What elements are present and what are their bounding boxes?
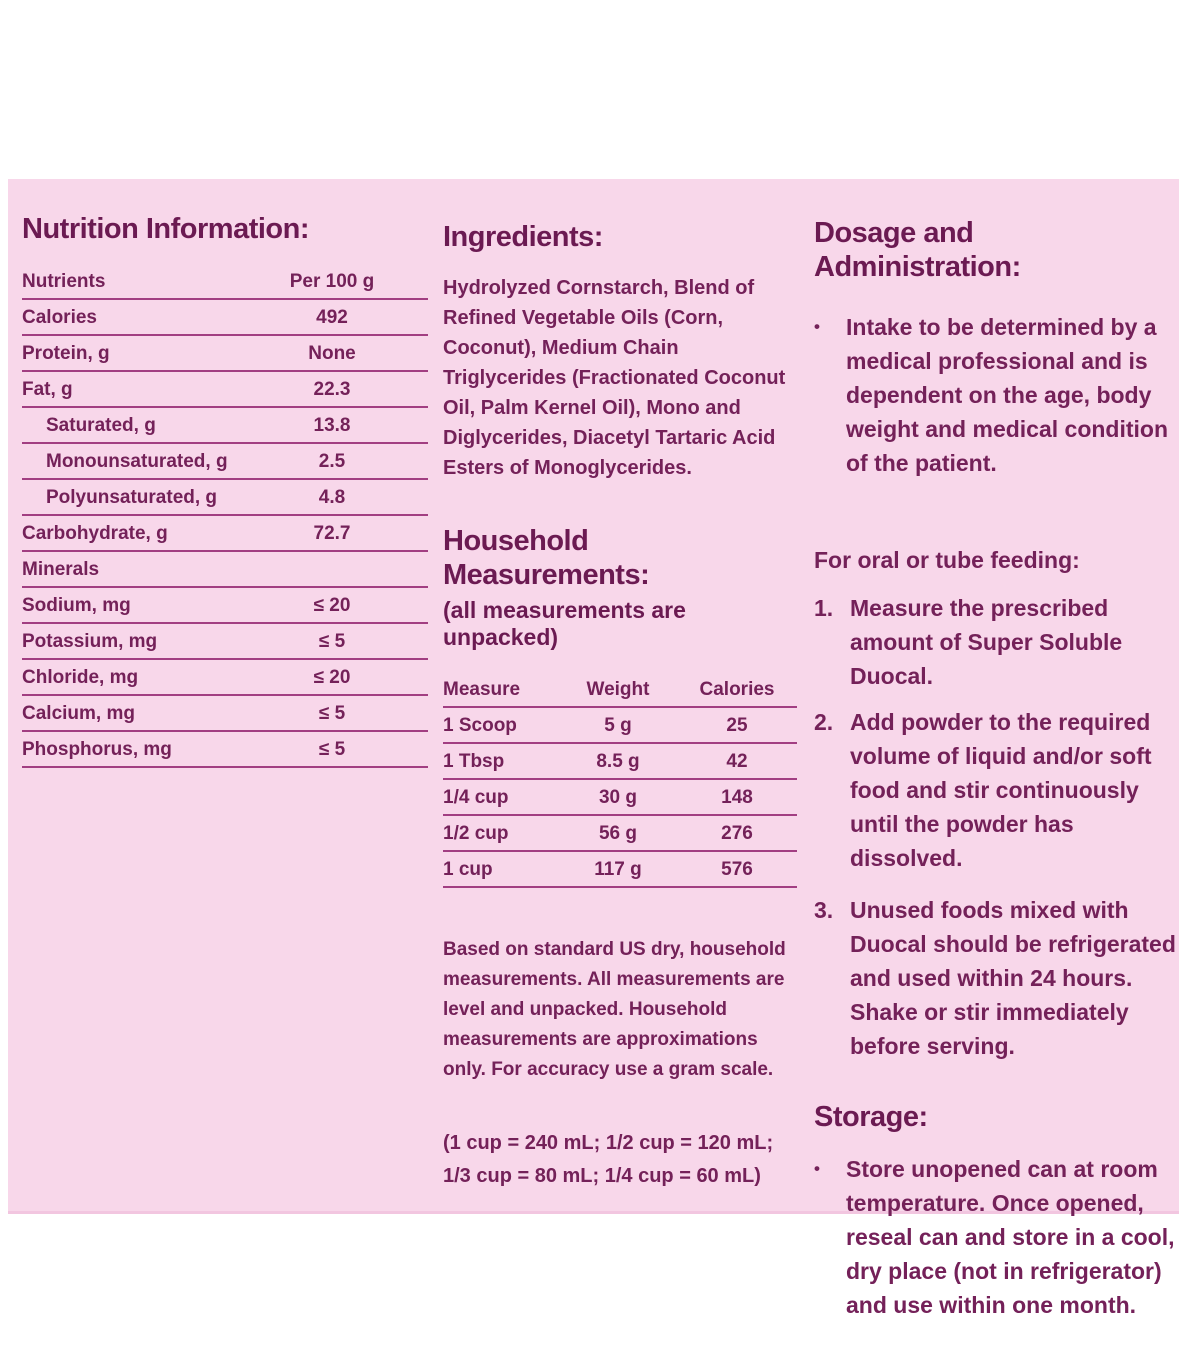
nutrient-value: ≤ 5	[318, 703, 346, 724]
table-row: Calcium, mg ≤ 5	[22, 696, 428, 732]
nutrient-value: 72.7	[313, 523, 351, 544]
step-number: 3.	[814, 897, 834, 923]
nutrition-section: Nutrition Information: Nutrients Per 100…	[22, 179, 428, 768]
table-row: Chloride, mg ≤ 20	[22, 660, 428, 696]
calories-cell: 276	[721, 823, 753, 844]
step-number: 2.	[814, 709, 834, 735]
table-row: Calories 492	[22, 300, 428, 336]
table-row: 1/2 cup 56 g 276	[443, 816, 797, 852]
step-number: 1.	[814, 595, 834, 621]
household-title: Household Measurements:	[443, 525, 650, 591]
table-row: Minerals	[22, 552, 428, 588]
dosage-title: Dosage and Administration:	[814, 217, 1021, 283]
nutrient-label: Saturated, g	[46, 415, 156, 436]
measure-cell: 1/2 cup	[443, 823, 509, 844]
nutrition-table: Nutrients Per 100 g Calories 492 Protein…	[22, 264, 428, 768]
nutrient-value: 22.3	[313, 379, 351, 400]
table-row: 1 Tbsp 8.5 g 42	[443, 744, 797, 780]
measure-cell: 1 cup	[443, 859, 493, 880]
ingredients-text: Hydrolyzed Cornstarch, Blend of Refined …	[443, 277, 786, 479]
table-row: 1/4 cup 30 g 148	[443, 780, 797, 816]
storage-bullet-item: • Store unopened can at room temperature…	[814, 1152, 1176, 1322]
nutrient-label: Phosphorus, mg	[22, 739, 172, 760]
weight-cell: 30 g	[598, 787, 638, 808]
weight-cell: 56 g	[598, 823, 638, 844]
nutrition-header-per100g: Per 100 g	[289, 271, 375, 292]
ingredients-title: Ingredients:	[443, 221, 603, 253]
storage-bullet-text: Store unopened can at room temperature. …	[846, 1156, 1175, 1318]
storage-title: Storage:	[814, 1101, 928, 1133]
nutrition-header-nutrients: Nutrients	[22, 271, 106, 292]
table-row: 1 Scoop 5 g 25	[443, 708, 797, 744]
bullet-icon: •	[814, 317, 820, 336]
nutrient-label: Carbohydrate, g	[22, 523, 168, 544]
weight-cell: 5 g	[604, 715, 632, 736]
nutrient-label: Fat, g	[22, 379, 73, 400]
dosage-bullet-item: • Intake to be determined by a medical p…	[814, 310, 1176, 480]
table-row: Fat, g 22.3	[22, 372, 428, 408]
calories-cell: 42	[726, 751, 748, 772]
nutrient-value: ≤ 5	[318, 631, 346, 652]
nutrient-value: ≤ 20	[313, 667, 351, 688]
table-row: Potassium, mg ≤ 5	[22, 624, 428, 660]
nutrient-label: Minerals	[22, 559, 100, 580]
table-row: Saturated, g 13.8	[22, 408, 428, 444]
nutrient-value: 13.8	[313, 415, 351, 436]
weight-cell: 8.5 g	[596, 751, 640, 772]
nutrient-value: ≤ 20	[313, 595, 351, 616]
table-row: Phosphorus, mg ≤ 5	[22, 732, 428, 768]
table-row: Polyunsaturated, g 4.8	[22, 480, 428, 516]
calories-cell: 148	[721, 787, 753, 808]
measure-cell: 1 Tbsp	[443, 751, 505, 772]
bullet-icon: •	[814, 1159, 820, 1178]
nutrient-label: Protein, g	[22, 343, 110, 364]
dosage-storage-section: Dosage and Administration: • Intake to b…	[814, 179, 1176, 1322]
nutrient-label: Sodium, mg	[22, 595, 131, 616]
household-header-weight: Weight	[586, 679, 650, 700]
nutrition-title: Nutrition Information:	[22, 213, 310, 245]
measure-cell: 1/4 cup	[443, 787, 509, 808]
table-row: Monounsaturated, g 2.5	[22, 444, 428, 480]
dosage-step-2: 2. Add powder to the required volume of …	[814, 705, 1176, 875]
household-table-header-row: Measure Weight Calories	[443, 672, 797, 708]
dosage-step-1: 1. Measure the prescribed amount of Supe…	[814, 591, 1176, 693]
table-row: Sodium, mg ≤ 20	[22, 588, 428, 624]
measurement-note: Based on standard US dry, household meas…	[443, 939, 786, 1080]
nutrient-value: 4.8	[318, 487, 346, 508]
step-text: Add powder to the required volume of liq…	[850, 709, 1152, 871]
calories-cell: 576	[721, 859, 753, 880]
nutrient-label: Monounsaturated, g	[46, 451, 228, 472]
nutrient-label: Calcium, mg	[22, 703, 135, 724]
household-header-calories: Calories	[699, 679, 775, 700]
household-header-measure: Measure	[443, 679, 521, 700]
household-subtitle: (all measurements are unpacked)	[443, 597, 686, 650]
nutrient-value: 2.5	[318, 451, 346, 472]
weight-cell: 117 g	[594, 859, 642, 880]
dosage-bullet-text: Intake to be determined by a medical pro…	[846, 314, 1169, 476]
dosage-step-3: 3. Unused foods mixed with Duocal should…	[814, 893, 1176, 1063]
step-text: Unused foods mixed with Duocal should be…	[850, 897, 1176, 1059]
table-row: Protein, g None	[22, 336, 428, 372]
ingredients-household-section: Ingredients: Hydrolyzed Cornstarch, Blen…	[443, 179, 797, 1193]
nutrient-label: Polyunsaturated, g	[46, 487, 218, 508]
nutrient-value: 492	[316, 307, 348, 328]
feeding-heading: For oral or tube feeding:	[814, 547, 1080, 573]
nutrient-label: Potassium, mg	[22, 631, 158, 652]
nutrition-table-header-row: Nutrients Per 100 g	[22, 264, 428, 300]
label-panel: Nutrition Information: Nutrients Per 100…	[8, 179, 1179, 1318]
nutrient-label: Calories	[22, 307, 97, 328]
household-table: Measure Weight Calories 1 Scoop 5 g 25 1…	[443, 672, 797, 888]
cup-equivalents: (1 cup = 240 mL; 1/2 cup = 120 mL; 1/3 c…	[443, 1132, 774, 1187]
measure-cell: 1 Scoop	[443, 715, 517, 736]
table-row: 1 cup 117 g 576	[443, 852, 797, 888]
table-row: Carbohydrate, g 72.7	[22, 516, 428, 552]
calories-cell: 25	[726, 715, 748, 736]
nutrient-label: Chloride, mg	[22, 667, 139, 688]
nutrient-value: ≤ 5	[318, 739, 346, 760]
nutrient-value: None	[308, 343, 356, 364]
step-text: Measure the prescribed amount of Super S…	[850, 595, 1123, 689]
